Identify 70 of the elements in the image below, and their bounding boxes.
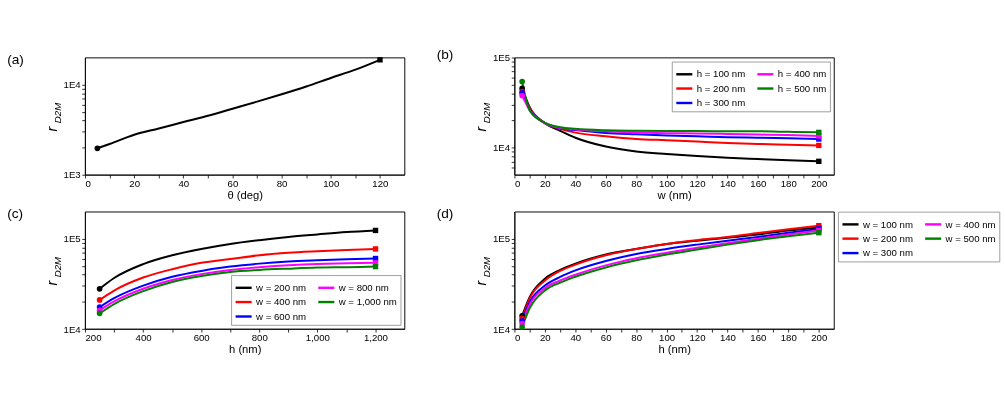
x-axis-title: h (nm): [658, 343, 692, 356]
x-tick-label: 100: [659, 178, 676, 190]
x-tick-label: 0: [85, 178, 91, 190]
x-tick-label: 120: [689, 178, 706, 190]
chart-title: (d): [436, 205, 454, 221]
y-tick-label: 1E3: [63, 169, 81, 181]
legend-label: h = 500 nm: [777, 82, 827, 94]
x-tick-label: 40: [178, 178, 190, 190]
x-tick-label: 160: [750, 178, 767, 190]
x-tick-label: 180: [780, 332, 797, 344]
x-tick-label: 160: [750, 332, 767, 344]
y-tick-label: 1E5: [492, 233, 511, 245]
legend-label: w = 400 nm: [944, 218, 996, 230]
legend-label: w = 1,000 nm: [337, 296, 397, 308]
x-tick-label: 100: [323, 178, 340, 190]
x-tick-label: 600: [193, 332, 210, 344]
legend-label: h = 400 nm: [777, 68, 827, 80]
x-tick-label: 200: [85, 332, 102, 344]
legend-label: w = 400 nm: [255, 296, 307, 308]
legend-label: h = 100 nm: [696, 68, 746, 80]
legend-label: w = 100 nm: [861, 218, 913, 230]
x-tick-label: 0: [514, 332, 521, 344]
legend-label: h = 200 nm: [696, 82, 746, 94]
y-axis-title: rD2M: [43, 255, 64, 286]
x-tick-label: 0: [514, 178, 521, 190]
x-tick-label: 20: [129, 178, 140, 190]
y-axis-title: rD2M: [473, 101, 493, 132]
y-axis-title: rD2M: [473, 255, 493, 286]
y-tick-label: 1E4: [492, 323, 511, 335]
x-tick-label: 400: [135, 332, 152, 344]
x-tick-label: 40: [570, 178, 582, 190]
y-axis-title: rD2M: [43, 101, 64, 132]
y-tick-label: 1E4: [63, 323, 82, 335]
y-tick-label: 1E5: [63, 233, 81, 245]
legend-label: w = 200 nm: [255, 282, 307, 294]
y-tick-label: 1E5: [492, 52, 511, 64]
x-tick-label: 60: [600, 178, 612, 190]
legend-label: w = 300 nm: [861, 247, 913, 259]
x-tick-label: 200: [811, 332, 828, 344]
x-tick-label: 80: [631, 178, 643, 190]
legend-label: w = 500 nm: [944, 232, 996, 244]
legend-label: h = 300 nm: [696, 97, 746, 109]
y-tick-label: 1E4: [63, 79, 82, 91]
x-tick-label: 1,200: [363, 332, 388, 344]
y-tick-label: 1E4: [492, 142, 511, 154]
x-tick-label: 60: [600, 332, 612, 344]
chart-title: (b): [436, 47, 454, 63]
x-axis-title: w (nm): [656, 189, 693, 202]
x-tick-label: 40: [570, 332, 582, 344]
legend-label: w = 800 nm: [337, 282, 389, 294]
x-tick-label: 100: [659, 332, 676, 344]
x-tick-label: 20: [540, 178, 551, 190]
x-tick-label: 180: [780, 178, 797, 190]
chart-title: (c): [7, 206, 24, 222]
x-tick-label: 120: [372, 178, 389, 190]
x-axis-title: θ (deg): [227, 189, 264, 202]
x-tick-label: 800: [251, 332, 268, 344]
x-tick-label: 140: [719, 332, 736, 344]
x-tick-label: 80: [631, 332, 643, 344]
legend-label: w = 600 nm: [255, 310, 307, 322]
chart-title: (a): [7, 51, 24, 67]
legend-label: w = 200 nm: [861, 232, 913, 244]
x-axis-title: h (nm): [229, 343, 262, 356]
x-tick-label: 60: [227, 178, 239, 190]
x-tick-label: 120: [689, 332, 706, 344]
x-tick-label: 140: [719, 178, 736, 190]
x-tick-label: 1,000: [305, 332, 330, 344]
x-tick-label: 80: [276, 178, 288, 190]
x-tick-label: 20: [540, 332, 551, 344]
x-tick-label: 200: [811, 178, 828, 190]
